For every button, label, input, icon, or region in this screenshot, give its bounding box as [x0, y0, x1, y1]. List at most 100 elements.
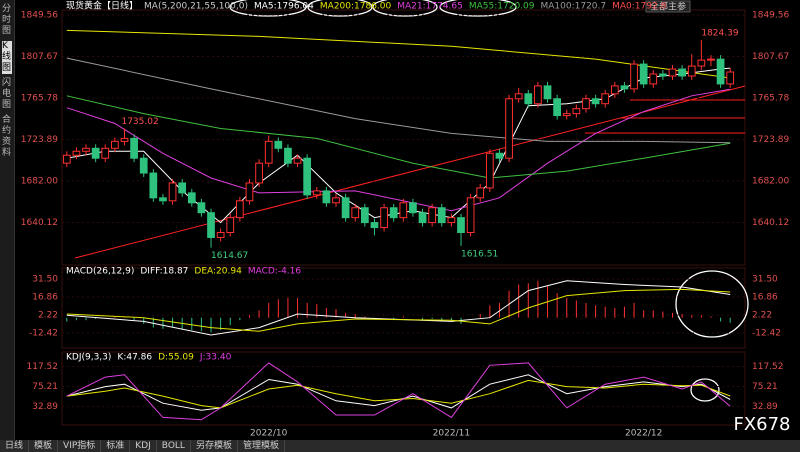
y-tick-label: 75.21	[752, 382, 778, 392]
candle-body	[149, 172, 158, 199]
circle	[307, 0, 373, 17]
y-tick-label: 1807.67	[752, 52, 789, 62]
circle	[690, 378, 720, 402]
price-label: 1824.39	[701, 28, 738, 38]
ma-line	[66, 88, 731, 212]
y-tick-label: 117.52	[752, 362, 784, 372]
toolbar-button[interactable]: 管理模板	[238, 440, 285, 452]
candle-body	[159, 197, 167, 202]
y-tick-label: -12.42	[29, 329, 58, 339]
price-label: 1614.67	[211, 251, 248, 261]
legend-entry: MA100:1720.7	[541, 2, 607, 12]
candle-body	[437, 207, 446, 224]
kdj-line	[66, 374, 731, 411]
macd-panel	[61, 267, 746, 349]
candle-body	[255, 162, 263, 184]
candle-body	[485, 152, 494, 189]
sidebar-tab[interactable]: 合约资料	[2, 115, 12, 158]
candle-body	[120, 137, 129, 142]
candle-body	[524, 93, 533, 105]
kdj-line	[66, 362, 731, 421]
y-tick-label: 31.50	[752, 274, 778, 284]
candle-body	[505, 98, 513, 159]
y-tick-label: 1765.78	[752, 93, 789, 103]
candle-body	[322, 190, 331, 204]
toolbar-button[interactable]: 模板	[29, 440, 59, 452]
candle-body	[264, 140, 273, 164]
candle-body	[187, 192, 196, 204]
candle-body	[601, 93, 610, 105]
y-tick-label: 1849.56	[21, 10, 58, 20]
toolbar-button[interactable]: BOLL	[157, 440, 191, 452]
y-tick-label: 1849.56	[752, 10, 789, 20]
toolbar-button[interactable]: 标准	[101, 440, 131, 452]
candle-body	[620, 85, 629, 90]
y-tick-label: 32.89	[752, 402, 778, 412]
y-tick-label: 31.50	[32, 274, 58, 284]
candle-body	[245, 182, 254, 202]
price-label: 1735.02	[121, 117, 158, 127]
candle-body	[495, 152, 504, 159]
candle-body	[62, 154, 71, 164]
y-tick-label: 1807.67	[21, 52, 58, 62]
watermark: FX678	[733, 414, 790, 435]
candle-body	[332, 197, 340, 204]
sidebar-tab[interactable]: 闪电图	[2, 78, 12, 110]
candle-body	[409, 202, 417, 214]
trend-lines	[74, 85, 746, 259]
candle-body	[91, 147, 100, 159]
sidebar-tab[interactable]: K线图	[2, 41, 12, 74]
ma-line	[66, 57, 731, 144]
toolbar-button[interactable]: 另存模板	[191, 440, 238, 452]
candle-body	[572, 108, 581, 115]
toolbar: 日线 模板 VIP指标 标准 KDJ BOLL 另存模板 管理模板	[0, 440, 800, 452]
candle-body	[380, 207, 388, 229]
y-tick-label: 16.86	[752, 292, 778, 302]
legend-entry: MA0:1792.8	[612, 2, 666, 12]
y-tick-label: -12.42	[752, 329, 781, 339]
circle	[372, 0, 438, 17]
y-tick-label: 1640.12	[752, 218, 789, 228]
toolbar-button[interactable]: KDJ	[130, 440, 157, 452]
candle-body	[639, 63, 648, 85]
button-label[interactable]: 全部主参	[650, 1, 686, 13]
candle-body	[514, 93, 523, 100]
candle-body	[457, 217, 465, 234]
candle-body	[101, 147, 110, 159]
macd-line	[66, 288, 731, 332]
candle-body	[678, 68, 686, 77]
candle-body	[274, 140, 283, 149]
x-tick-label: 2022/11	[433, 429, 470, 439]
candle-body	[111, 140, 119, 149]
legend-entry: MA55:1720.09	[469, 2, 535, 12]
candle-body	[178, 182, 187, 194]
candle-body	[582, 98, 590, 110]
sidebar: 分时图 K线图闪电图合约资料	[0, 0, 15, 440]
candle-body	[726, 71, 735, 85]
candle-body	[293, 157, 302, 164]
candle-body	[466, 197, 475, 234]
price-panel	[61, 9, 746, 266]
candle-body	[659, 73, 667, 77]
button[interactable]	[645, 0, 691, 13]
ma-line	[66, 95, 731, 179]
toolbar-button[interactable]: VIP指标	[58, 440, 102, 452]
candle-body	[543, 85, 552, 100]
candle-body	[534, 85, 542, 105]
toolbar-button[interactable]: 日线	[0, 440, 30, 452]
y-tick-label: 75.21	[32, 382, 58, 392]
circle	[675, 270, 749, 338]
candle-body	[226, 217, 235, 234]
legend-entry: DIFF:18.87	[140, 267, 188, 277]
y-tick-label: 1682.00	[752, 176, 789, 186]
chart: FX678 全部主参 1849.56 1849.56 1807.67 1807.67 1…	[21, 0, 791, 439]
y-tick-label: 1723.89	[752, 135, 789, 145]
legend-entry: MA(5,200,21,55,100,0)	[144, 2, 248, 12]
highlight-circles	[229, 0, 749, 402]
sidebar-tab[interactable]: 分时图	[2, 4, 12, 36]
candle-body	[553, 98, 562, 117]
candle-body	[130, 137, 138, 159]
legend-entry: MA21:1774.65	[397, 2, 463, 12]
legend-entry: MACD:-4.16	[248, 267, 302, 277]
